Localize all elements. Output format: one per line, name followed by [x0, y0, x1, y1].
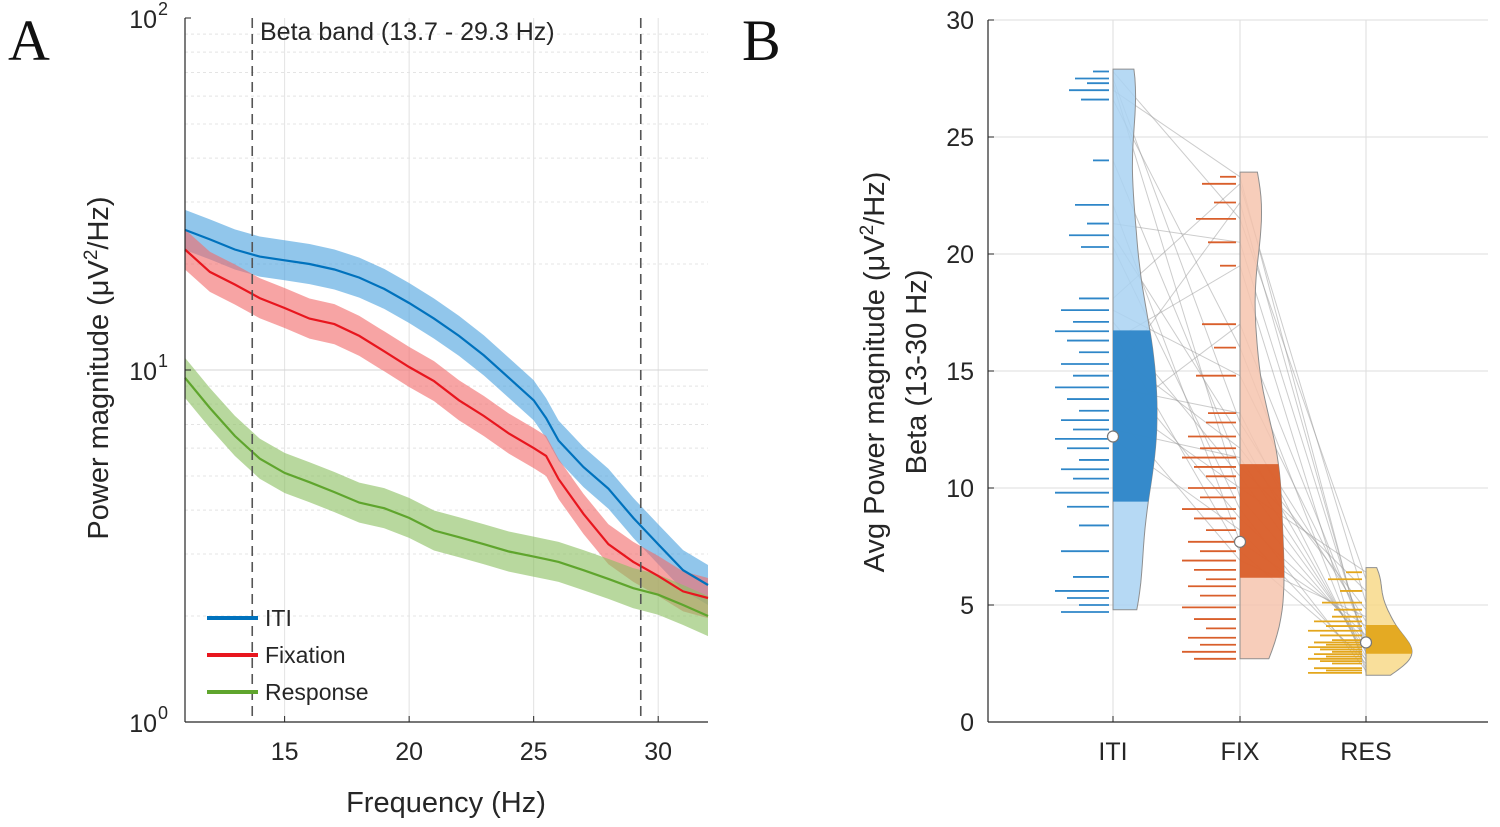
panel-a-series-lines [184, 228, 709, 618]
panel-a-y-label-suffix: /Hz) [83, 196, 115, 249]
panel-b-y-tick-label: 15 [946, 358, 974, 386]
panel-b-y-label-line1: Avg Power magnitude (μV2/Hz) [857, 172, 891, 573]
panel-b-y-tick-label: 30 [946, 7, 974, 35]
panel-a-band-fixation [185, 229, 708, 619]
panel-b-iqr-iti [1113, 330, 1157, 502]
panel-a-y-tick-label: 10 [129, 6, 157, 34]
panel-a-x-tick-label: 20 [395, 738, 423, 766]
panel-b-y-tick-label: 0 [960, 709, 974, 737]
panel-a-y-tick-exponent: 1 [158, 351, 168, 371]
panel-b-median-iti [1106, 430, 1120, 443]
panel-a-x-label: Frequency (Hz) [346, 787, 546, 819]
panel-a-y-label: Power magnitude (μV2/Hz) [81, 196, 115, 539]
panel-b-x-tick-label: ITI [1098, 738, 1127, 766]
panel-b-chart: 0 5 10 15 20 25 30 ITI FIX RES Avg Power magnitud… [857, 7, 1488, 766]
panel-a-y-tick-exponent: 2 [158, 0, 168, 19]
panel-b-y-tick-label: 5 [960, 592, 974, 620]
panel-b-violins [1055, 68, 1413, 676]
panel-a-x-tick-label: 15 [271, 738, 299, 766]
panel-b-y-label-line2: Beta (13-30 Hz) [901, 270, 933, 475]
panel-b-iqr-res [1366, 625, 1412, 654]
panel-b-iqr-fix [1240, 464, 1284, 578]
panel-b-y-label-sup: 2 [857, 225, 878, 236]
panel-a-x-tick-label: 25 [520, 738, 548, 766]
panel-a-x-tick-label: 30 [644, 738, 672, 766]
panel-b-median-fix [1233, 535, 1247, 548]
panel-a-y-tick-exponent: 0 [158, 703, 168, 723]
panel-a-y-tick-label: 10 [129, 710, 157, 738]
panel-a-annotation: Beta band (13.7 - 29.3 Hz) [260, 18, 555, 46]
panel-a-letter: A [8, 8, 50, 73]
panel-b-x-tick-label: FIX [1221, 738, 1260, 766]
panel-a-y-label-sup: 2 [81, 250, 102, 261]
panel-a-legend-label-response: Response [265, 679, 369, 705]
panel-a-y-label-prefix: Power magnitude (μV [83, 259, 115, 539]
panel-b-y-label-prefix: Avg Power magnitude (μV [859, 235, 891, 573]
panel-a-y-tick-label: 10 [129, 358, 157, 386]
panel-b-y-label-suffix: /Hz) [859, 172, 891, 225]
panel-a-line-fixation [184, 248, 709, 600]
panel-b-y-tick-label: 25 [946, 124, 974, 152]
panel-a-band-response [185, 357, 708, 637]
panel-a-line-iti [184, 228, 709, 586]
panel-a-line-response [184, 377, 709, 618]
panel-b-axes: 0 5 10 15 20 25 30 ITI FIX RES [946, 7, 1488, 766]
panel-b-y-tick-label: 10 [946, 475, 974, 503]
panel-b-letter: B [742, 8, 781, 73]
panel-a-band-markers [251, 18, 642, 722]
panel-b-y-tick-label: 20 [946, 241, 974, 269]
panel-b-median-res [1359, 636, 1373, 649]
panel-a-legend-label-iti: ITI [265, 605, 292, 631]
panel-a-legend: ITI Fixation Response [207, 605, 369, 705]
panel-b-x-tick-label: RES [1340, 738, 1391, 766]
panel-a-legend-label-fixation: Fixation [265, 642, 346, 668]
